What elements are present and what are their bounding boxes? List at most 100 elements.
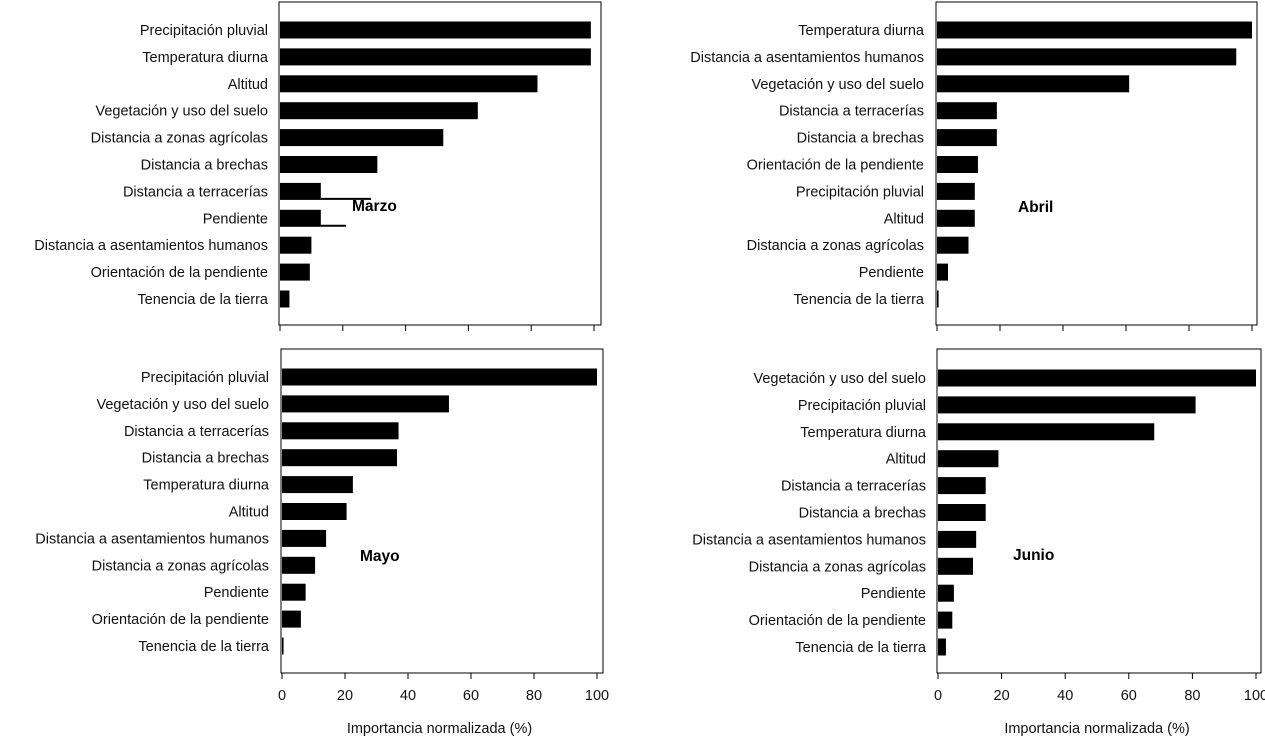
- bar-distancia-a-zonas-agricolas: [938, 557, 973, 575]
- category-label-distancia-a-brechas: Distancia a brechas: [142, 451, 269, 467]
- plot-frame: [278, 1, 602, 326]
- bar-tenencia-de-la-tierra: [282, 637, 284, 655]
- bar-distancia-a-zonas-agricolas: [280, 129, 444, 147]
- category-label-temperatura-diurna: Temperatura diurna: [143, 478, 270, 494]
- x-tick-label-40: 40: [1057, 688, 1073, 704]
- bar-distancia-a-asentamientos-humanos: [938, 530, 977, 548]
- x-tick-label-60: 60: [1121, 688, 1137, 704]
- category-label-vegetacion-y-uso-del-suelo: Vegetación y uso del suelo: [753, 371, 926, 387]
- bar-pendiente: [937, 263, 949, 281]
- bar-vegetacion-y-uso-del-suelo: [937, 75, 1130, 93]
- category-label-vegetacion-y-uso-del-suelo: Vegetación y uso del suelo: [751, 77, 924, 93]
- category-label-distancia-a-zonas-agricolas: Distancia a zonas agrícolas: [92, 558, 269, 574]
- bar-altitud: [282, 503, 347, 520]
- bar-orientacion-de-la-pendiente: [938, 611, 953, 629]
- bar-orientacion-de-la-pendiente: [937, 156, 978, 173]
- x-tick-label-60: 60: [463, 688, 479, 704]
- category-label-distancia-a-asentamientos-humanos: Distancia a asentamientos humanos: [35, 531, 269, 547]
- category-label-distancia-a-zonas-agricolas: Distancia a zonas agrícolas: [747, 238, 924, 254]
- panel-title-junio: Junio: [1013, 547, 1054, 564]
- bar-pendiente: [282, 583, 306, 601]
- category-label-distancia-a-brechas: Distancia a brechas: [799, 506, 926, 522]
- bar-precipitacion-pluvial: [280, 21, 591, 39]
- bar-distancia-a-terracerias: [280, 182, 321, 200]
- x-tick-label-100: 100: [585, 688, 609, 704]
- category-label-pendiente: Pendiente: [861, 586, 926, 602]
- bar-tenencia-de-la-tierra: [937, 290, 939, 308]
- bar-distancia-a-brechas: [938, 504, 986, 521]
- bar-temperatura-diurna: [937, 21, 1252, 39]
- category-label-orientacion-de-la-pendiente: Orientación de la pendiente: [749, 613, 926, 629]
- bar-distancia-a-asentamientos-humanos: [937, 48, 1237, 66]
- bar-distancia-a-terracerias: [938, 477, 986, 495]
- x-tick-label-80: 80: [1184, 688, 1200, 704]
- bar-altitud: [937, 209, 975, 227]
- bar-orientacion-de-la-pendiente: [282, 610, 301, 628]
- category-label-distancia-a-brechas: Distancia a brechas: [141, 158, 268, 174]
- bar-temperatura-diurna: [280, 48, 591, 66]
- plot-frame: [936, 348, 1262, 674]
- bar-distancia-a-brechas: [937, 129, 997, 147]
- category-label-orientacion-de-la-pendiente: Orientación de la pendiente: [91, 265, 268, 281]
- category-label-precipitacion-pluvial: Precipitación pluvial: [140, 23, 268, 39]
- category-label-vegetacion-y-uso-del-suelo: Vegetación y uso del suelo: [95, 104, 268, 120]
- bar-distancia-a-asentamientos-humanos: [282, 529, 327, 547]
- bar-precipitacion-pluvial: [937, 182, 975, 200]
- panel-mayo: Precipitación pluvial Vegetación y uso de…: [35, 348, 609, 737]
- bar-temperatura-diurna: [938, 423, 1155, 441]
- bar-precipitacion-pluvial: [282, 368, 597, 386]
- category-label-precipitacion-pluvial: Precipitación pluvial: [796, 184, 924, 200]
- x-tick-label-100: 100: [1244, 688, 1265, 704]
- panel-title-mayo: Mayo: [360, 548, 400, 565]
- bar-altitud: [280, 75, 538, 93]
- bar-tenencia-de-la-tierra: [280, 290, 290, 308]
- x-tick-label-80: 80: [526, 688, 542, 704]
- panel-title-abril: Abril: [1018, 199, 1053, 216]
- category-label-precipitacion-pluvial: Precipitación pluvial: [798, 398, 926, 414]
- category-label-distancia-a-asentamientos-humanos: Distancia a asentamientos humanos: [692, 532, 926, 548]
- category-label-tenencia-de-la-tierra: Tenencia de la tierra: [137, 292, 269, 308]
- category-label-orientacion-de-la-pendiente: Orientación de la pendiente: [747, 158, 924, 174]
- bar-distancia-a-zonas-agricolas: [937, 236, 969, 254]
- category-label-distancia-a-brechas: Distancia a brechas: [797, 131, 924, 147]
- category-label-tenencia-de-la-tierra: Tenencia de la tierra: [793, 292, 925, 308]
- category-label-orientacion-de-la-pendiente: Orientación de la pendiente: [92, 612, 269, 628]
- plot-frame: [280, 348, 604, 674]
- category-label-altitud: Altitud: [229, 505, 269, 521]
- panel-marzo: Precipitación pluvial Temperatura diurna A…: [34, 1, 602, 331]
- bar-vegetacion-y-uso-del-suelo: [938, 369, 1256, 387]
- bar-pendiente: [280, 209, 321, 227]
- category-label-distancia-a-zonas-agricolas: Distancia a zonas agrícolas: [749, 559, 926, 575]
- x-tick-label-40: 40: [400, 688, 416, 704]
- category-label-distancia-a-terracerias: Distancia a terracerías: [779, 104, 924, 120]
- category-label-altitud: Altitud: [884, 211, 924, 227]
- category-label-distancia-a-terracerias: Distancia a terracerías: [781, 479, 926, 495]
- bar-altitud: [938, 450, 999, 468]
- category-label-pendiente: Pendiente: [859, 265, 924, 281]
- panel-abril: Temperatura diurna Distancia a asentamien…: [690, 1, 1258, 331]
- bar-pendiente: [938, 584, 954, 602]
- category-label-distancia-a-terracerias: Distancia a terracerías: [123, 184, 268, 200]
- category-label-distancia-a-asentamientos-humanos: Distancia a asentamientos humanos: [34, 238, 268, 254]
- x-tick-label-0: 0: [934, 688, 942, 704]
- bar-distancia-a-brechas: [280, 156, 378, 173]
- x-tick-label-20: 20: [994, 688, 1010, 704]
- plot-frame: [935, 1, 1258, 326]
- category-label-distancia-a-zonas-agricolas: Distancia a zonas agrícolas: [91, 131, 268, 147]
- bar-orientacion-de-la-pendiente: [280, 263, 310, 281]
- bar-distancia-a-zonas-agricolas: [282, 556, 316, 574]
- x-axis-label: Importancia normalizada (%): [1004, 721, 1189, 737]
- category-label-altitud: Altitud: [228, 77, 268, 93]
- category-label-tenencia-de-la-tierra: Tenencia de la tierra: [138, 639, 270, 655]
- category-label-temperatura-diurna: Temperatura diurna: [798, 23, 925, 39]
- panel-title-marzo: Marzo: [352, 198, 397, 215]
- category-label-altitud: Altitud: [886, 452, 926, 468]
- bar-distancia-a-brechas: [282, 449, 397, 467]
- bar-distancia-a-terracerias: [282, 422, 399, 440]
- x-tick-label-0: 0: [278, 688, 286, 704]
- bar-vegetacion-y-uso-del-suelo: [282, 395, 449, 413]
- category-label-tenencia-de-la-tierra: Tenencia de la tierra: [795, 640, 927, 656]
- category-label-vegetacion-y-uso-del-suelo: Vegetación y uso del suelo: [96, 397, 269, 413]
- bar-vegetacion-y-uso-del-suelo: [280, 102, 478, 120]
